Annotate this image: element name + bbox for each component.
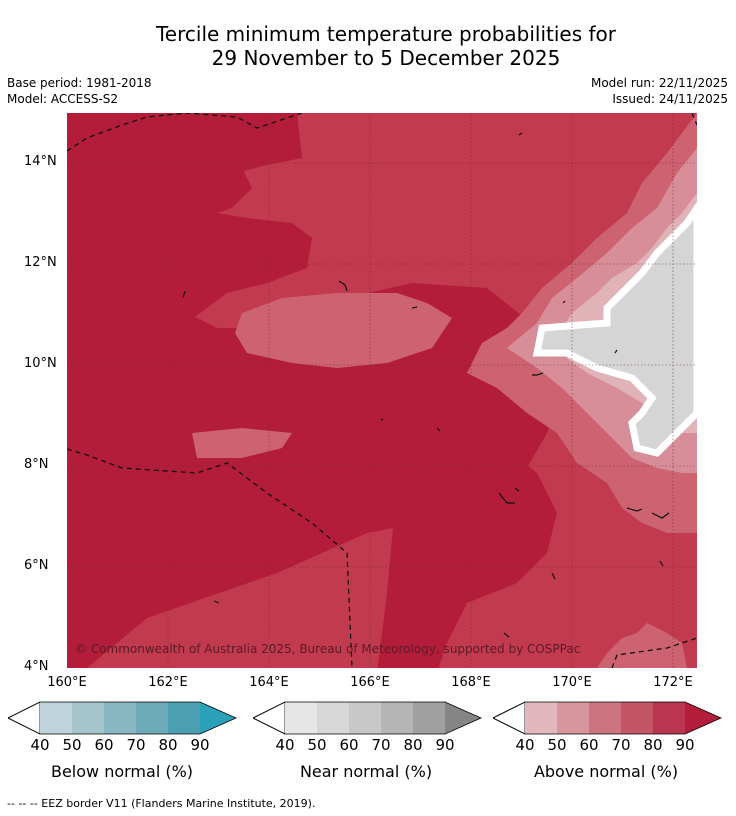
cbar-above-tick: 70: [611, 736, 631, 754]
base-period: Base period: 1981-2018: [7, 76, 152, 90]
colorbar-above-normal-swatches: [493, 701, 722, 735]
cbar-near-bin-5: [413, 702, 445, 734]
cbar-near-tick: 90: [435, 736, 455, 754]
colorbar-near-normal-swatches: [253, 701, 482, 735]
cbar-below-bin-5: [168, 702, 200, 734]
colorbar-near-ticks: 40 50 60 70 80 90: [253, 736, 483, 756]
cbar-below-bin-2: [72, 702, 104, 734]
cbar-near-bin-3: [349, 702, 381, 734]
model-name: Model: ACCESS-S2: [7, 92, 119, 106]
colorbar-near-title: Near normal (%): [299, 762, 433, 781]
probability-map: © Commonwealth of Australia 2025, Bureau…: [67, 113, 697, 668]
cbar-below-tick: 40: [30, 736, 50, 754]
band-above-70-west: [192, 428, 292, 458]
band-above-90-north: [67, 113, 312, 443]
chart-title: Tercile minimum temperature probabilitie…: [0, 22, 736, 70]
lon-label-172: 172°E: [653, 675, 693, 690]
lon-label-164: 164°E: [249, 675, 289, 690]
cbar-above-bin-1: [525, 702, 557, 734]
lon-label-160: 160°E: [47, 675, 87, 690]
lat-label-14: 14°N: [24, 154, 57, 169]
colorbar-near-normal: 40 50 60 70 80 90: [253, 700, 483, 756]
cbar-above-bin-2: [557, 702, 589, 734]
colorbar-below-normal: 40 50 60 70 80 90: [8, 700, 238, 756]
lon-label-168: 168°E: [451, 675, 491, 690]
model-run: Model run: 22/11/2025: [590, 76, 728, 90]
cbar-above-bin-4: [621, 702, 653, 734]
cbar-above-tick: 90: [675, 736, 695, 754]
cbar-below-tick: 60: [94, 736, 114, 754]
colorbar-above-ticks: 40 50 60 70 80 90: [493, 736, 723, 756]
lat-label-12: 12°N: [24, 255, 57, 270]
cbar-near-tick: 80: [403, 736, 423, 754]
islands: [182, 132, 670, 638]
cbar-above-tick: 40: [515, 736, 535, 754]
cbar-above-bin-3: [589, 702, 621, 734]
cbar-near-tick: 50: [307, 736, 327, 754]
cbar-above-tick: 80: [643, 736, 663, 754]
eez-footnote: -- -- -- EEZ border V11 (Flanders Marine…: [7, 797, 316, 810]
map-layers: [67, 113, 697, 668]
cbar-below-tick: 80: [158, 736, 178, 754]
graticule: [67, 113, 697, 668]
cbar-near-bin-1: [285, 702, 317, 734]
cbar-above-tick: 60: [579, 736, 599, 754]
lat-label-10: 10°N: [24, 356, 57, 371]
cbar-below-tick: 70: [126, 736, 146, 754]
cbar-below-bin-1: [40, 702, 72, 734]
band-above-70-mid: [235, 293, 452, 368]
cbar-above-min-arrow: [493, 701, 526, 735]
copyright-notice: © Commonwealth of Australia 2025, Bureau…: [75, 642, 581, 656]
near-normal-area: [532, 201, 697, 457]
lat-label-6: 6°N: [24, 558, 49, 573]
cbar-near-min-arrow: [253, 701, 286, 735]
issued-date: Issued: 24/11/2025: [612, 92, 728, 106]
lat-label-4: 4°N: [24, 659, 49, 674]
cbar-near-tick: 60: [339, 736, 359, 754]
meta-right: Model run: 22/11/2025 Issued: 24/11/2025: [591, 75, 728, 107]
colorbar-above-title: Above normal (%): [533, 762, 679, 781]
cbar-below-bin-3: [104, 702, 136, 734]
title-line-2: 29 November to 5 December 2025: [211, 46, 561, 70]
eez-border: [67, 113, 697, 668]
band-above-90-core: [377, 438, 557, 668]
cbar-below-tick: 90: [190, 736, 210, 754]
lon-label-166: 166°E: [350, 675, 390, 690]
title-line-1: Tercile minimum temperature probabilitie…: [155, 22, 617, 46]
cbar-near-bin-4: [381, 702, 413, 734]
lon-label-162: 162°E: [148, 675, 188, 690]
cbar-below-tick: 50: [62, 736, 82, 754]
cbar-above-tick: 50: [547, 736, 567, 754]
cbar-above-bin-5: [653, 702, 685, 734]
cbar-near-max-arrow: [445, 702, 481, 734]
cbar-near-tick: 70: [371, 736, 391, 754]
colorbar-below-title: Below normal (%): [50, 762, 194, 781]
colorbar-below-ticks: 40 50 60 70 80 90: [8, 736, 238, 756]
cbar-below-max-arrow: [200, 702, 236, 734]
cbar-below-min-arrow: [8, 701, 41, 735]
cbar-near-bin-2: [317, 702, 349, 734]
colorbar-below-normal-swatches: [8, 701, 237, 735]
colorbar-above-normal: 40 50 60 70 80 90: [493, 700, 723, 756]
cbar-near-tick: 40: [275, 736, 295, 754]
lat-label-8: 8°N: [24, 457, 49, 472]
lon-label-170: 170°E: [552, 675, 592, 690]
meta-left: Base period: 1981-2018 Model: ACCESS-S2: [7, 75, 152, 107]
cbar-above-max-arrow: [685, 702, 721, 734]
cbar-below-bin-4: [136, 702, 168, 734]
